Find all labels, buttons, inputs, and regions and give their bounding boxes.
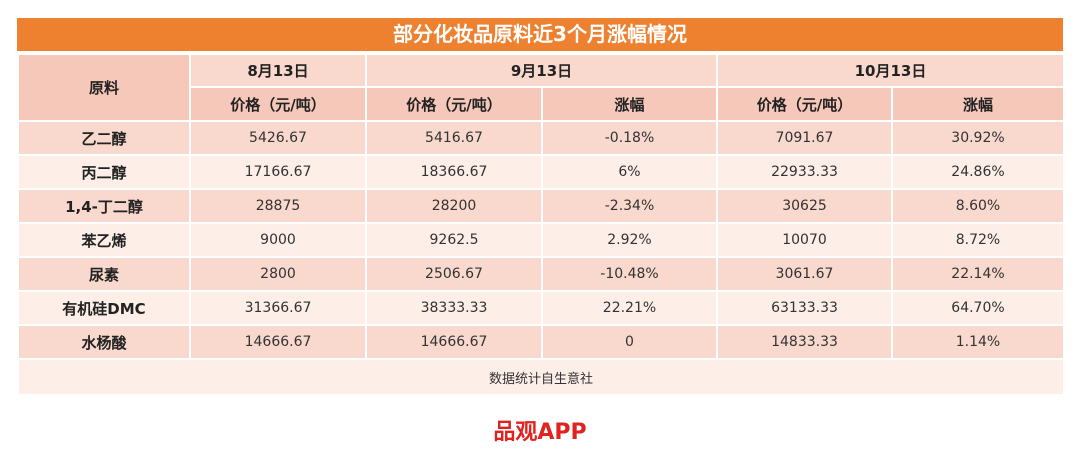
material-name: 1,4-丁二醇 [17,188,191,224]
price-cell: 9262.5 [365,222,543,258]
change-cell: 8.60% [891,188,1065,224]
table-row: 有机硅DMC 31366.67 38333.33 22.21% 63133.33… [17,290,1065,326]
price-cell: 2800 [189,256,367,292]
header-price: 价格（元/吨） [189,86,367,122]
price-cell: 14666.67 [189,324,367,360]
change-cell: -10.48% [541,256,718,292]
price-cell: 17166.67 [189,154,367,190]
header-material: 原料 [17,53,191,122]
price-table: 原料 8月13日 9月13日 10月13日 价格（元/吨） 价格（元/吨） 涨幅… [17,53,1065,396]
change-cell: 22.21% [541,290,718,326]
price-cell: 31366.67 [189,290,367,326]
source-note: 数据统计自生意社 [17,358,1065,396]
price-cell: 63133.33 [716,290,893,326]
change-cell: 2.92% [541,222,718,258]
header-date-sep: 9月13日 [365,53,718,88]
material-name: 有机硅DMC [17,290,191,326]
header-change: 涨幅 [541,86,718,122]
change-cell: 30.92% [891,120,1065,156]
price-cell: 2506.67 [365,256,543,292]
price-cell: 22933.33 [716,154,893,190]
price-cell: 28200 [365,188,543,224]
table-row: 水杨酸 14666.67 14666.67 0 14833.33 1.14% [17,324,1065,360]
material-name: 丙二醇 [17,154,191,190]
header-date-oct: 10月13日 [716,53,1065,88]
table-row: 乙二醇 5426.67 5416.67 -0.18% 7091.67 30.92… [17,120,1065,156]
change-cell: 1.14% [891,324,1065,360]
price-cell: 14833.33 [716,324,893,360]
price-cell: 7091.67 [716,120,893,156]
change-cell: 22.14% [891,256,1065,292]
price-cell: 9000 [189,222,367,258]
change-cell: -2.34% [541,188,718,224]
header-price: 价格（元/吨） [716,86,893,122]
header-change: 涨幅 [891,86,1065,122]
table-row: 苯乙烯 9000 9262.5 2.92% 10070 8.72% [17,222,1065,258]
price-cell: 28875 [189,188,367,224]
price-cell: 5416.67 [365,120,543,156]
brand-watermark: 品观APP [493,420,587,445]
price-cell: 38333.33 [365,290,543,326]
price-cell: 14666.67 [365,324,543,360]
material-name: 乙二醇 [17,120,191,156]
price-cell: 3061.67 [716,256,893,292]
material-name: 苯乙烯 [17,222,191,258]
change-cell: 0 [541,324,718,360]
change-cell: 8.72% [891,222,1065,258]
header-price: 价格（元/吨） [365,86,543,122]
price-cell: 30625 [716,188,893,224]
material-name: 尿素 [17,256,191,292]
change-cell: 6% [541,154,718,190]
header-date-aug: 8月13日 [189,53,367,88]
table-row: 丙二醇 17166.67 18366.67 6% 22933.33 24.86% [17,154,1065,190]
price-cell: 10070 [716,222,893,258]
table-row: 尿素 2800 2506.67 -10.48% 3061.67 22.14% [17,256,1065,292]
change-cell: 24.86% [891,154,1065,190]
material-name: 水杨酸 [17,324,191,360]
table-row: 1,4-丁二醇 28875 28200 -2.34% 30625 8.60% [17,188,1065,224]
change-cell: 64.70% [891,290,1065,326]
change-cell: -0.18% [541,120,718,156]
price-cell: 18366.67 [365,154,543,190]
table-title: 部分化妆品原料近3个月涨幅情况 [17,18,1063,53]
data-table-card: 部分化妆品原料近3个月涨幅情况 原料 8月13日 9月13日 10月13日 价格… [17,18,1065,396]
price-cell: 5426.67 [189,120,367,156]
